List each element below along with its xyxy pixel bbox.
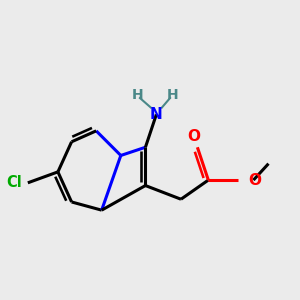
Text: H: H <box>131 88 143 102</box>
Text: O: O <box>187 129 200 144</box>
Text: Cl: Cl <box>6 175 22 190</box>
Text: H: H <box>167 88 178 102</box>
Text: N: N <box>150 107 163 122</box>
Text: O: O <box>248 172 261 188</box>
